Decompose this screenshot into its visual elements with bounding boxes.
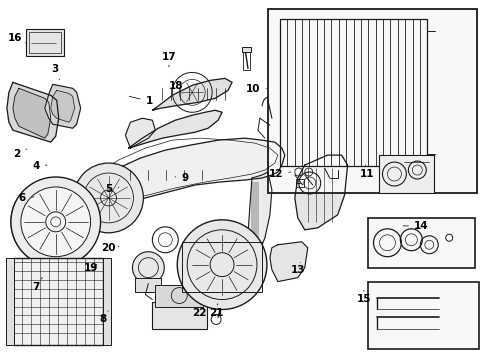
Text: 4: 4 — [32, 161, 47, 171]
Bar — [205, 244, 215, 252]
Bar — [26, 28, 63, 57]
Polygon shape — [152, 78, 232, 110]
Text: 14: 14 — [402, 221, 428, 231]
Polygon shape — [7, 82, 59, 142]
Polygon shape — [294, 155, 347, 230]
Circle shape — [177, 220, 266, 310]
Circle shape — [11, 177, 101, 267]
Text: 6: 6 — [19, 193, 34, 203]
Bar — [295, 179, 303, 187]
Text: 3: 3 — [51, 64, 59, 80]
Text: 16: 16 — [8, 33, 26, 43]
Text: 9: 9 — [175, 173, 188, 183]
Circle shape — [132, 252, 164, 284]
Bar — [135, 278, 161, 292]
Bar — [279, 19, 427, 166]
Circle shape — [74, 163, 143, 233]
Bar — [102, 258, 110, 345]
Bar — [155, 285, 203, 306]
Text: 21: 21 — [208, 304, 223, 318]
Polygon shape — [45, 84, 81, 128]
Bar — [379, 155, 433, 193]
Text: 20: 20 — [101, 243, 119, 253]
Bar — [6, 258, 14, 345]
Text: 12: 12 — [268, 168, 290, 179]
Polygon shape — [247, 172, 271, 258]
Bar — [29, 32, 61, 54]
Text: 7: 7 — [32, 278, 42, 292]
Bar — [367, 218, 474, 268]
Text: 11: 11 — [359, 165, 374, 179]
Bar — [13, 258, 102, 345]
Text: 22: 22 — [192, 305, 206, 318]
Circle shape — [21, 187, 90, 257]
Bar — [267, 9, 476, 193]
Bar — [243, 53, 249, 71]
Text: 19: 19 — [84, 263, 98, 273]
Polygon shape — [269, 242, 307, 282]
Polygon shape — [13, 88, 51, 138]
Text: 8: 8 — [100, 311, 108, 324]
Text: 1: 1 — [129, 96, 153, 106]
Polygon shape — [68, 138, 285, 228]
Text: 2: 2 — [13, 149, 27, 159]
Text: 5: 5 — [105, 184, 119, 194]
Text: 18: 18 — [169, 81, 183, 94]
Bar — [182, 242, 262, 292]
Polygon shape — [51, 90, 75, 122]
Polygon shape — [128, 110, 222, 148]
Bar — [242, 46, 250, 53]
Bar — [367, 282, 478, 349]
Text: 17: 17 — [162, 52, 176, 67]
Polygon shape — [125, 118, 155, 148]
Text: 13: 13 — [290, 262, 305, 275]
Bar — [152, 302, 207, 329]
Text: 15: 15 — [356, 291, 370, 304]
Text: 10: 10 — [245, 84, 266, 94]
